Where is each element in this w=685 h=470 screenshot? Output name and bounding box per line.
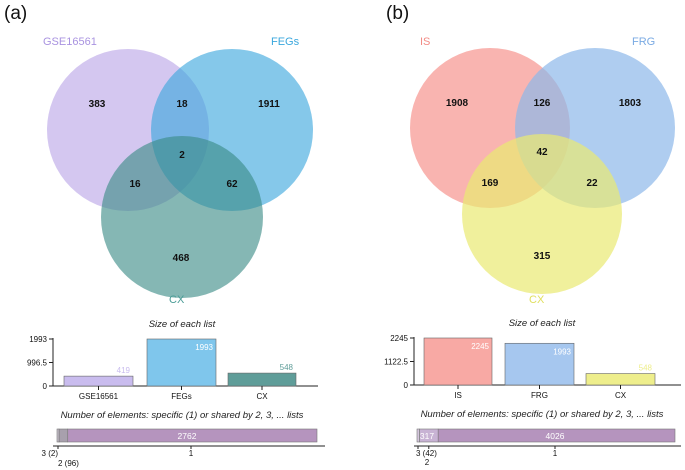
venn-b-region-1-2-3: 42	[536, 147, 548, 158]
size-chart-b-ytick-mid: 1122.5	[384, 358, 408, 367]
venn-a-region-1-2-3: 2	[179, 150, 185, 161]
shared-chart-b-seg-label-3: 1	[553, 449, 558, 458]
size-chart-b-title: Size of each list	[509, 318, 576, 329]
size-chart-b-xtick-3: CX	[615, 391, 627, 400]
size-chart-b-bar-value-1: 2245	[471, 342, 489, 351]
size-chart-a-bar-3	[227, 372, 297, 387]
venn-b-set-label-2: FRG	[632, 36, 655, 48]
shared-chart-a-seg-1	[56, 428, 60, 443]
shared-chart-b-seg-text-2: 317	[420, 431, 434, 441]
venn-b-circle-3	[462, 134, 622, 294]
venn-b-region-only-2: 1803	[619, 98, 642, 109]
shared-chart-a-seg-label-1: 3 (2)	[42, 449, 59, 458]
venn-a-set-label-1: GSE16561	[43, 36, 97, 48]
size-chart-a-ytick-bottom: 0	[43, 382, 48, 391]
shared-chart-b: 317 4026 3 (42) 2 1	[414, 428, 681, 467]
size-chart-b-bar-3	[585, 373, 656, 386]
shared-chart-b-seg-label-2: 2	[425, 458, 430, 467]
size-chart-a-xtick-2: FEGs	[171, 392, 191, 401]
size-chart-a-title: Size of each list	[149, 319, 216, 330]
size-chart-b-ytick-top: 2245	[390, 334, 408, 343]
size-chart-b-bar-1	[423, 337, 493, 386]
venn-b-region-only-3: 315	[534, 251, 551, 262]
size-chart-a-xtick-3: CX	[256, 392, 268, 401]
shared-chart-a-seg-text-3: 2762	[178, 431, 197, 441]
size-chart-a-bar-1	[63, 375, 134, 387]
shared-chart-a-seg-label-2: 2 (96)	[58, 459, 79, 468]
venn-a: GSE16561 FEGs CX 383 1911 468 18 16 62 2	[43, 36, 313, 306]
venn-a-set-label-3: CX	[169, 294, 185, 306]
size-chart-b-bar-value-3: 548	[639, 364, 653, 373]
venn-b-set-label-3: CX	[529, 294, 545, 306]
shared-chart-b-seg-1	[416, 428, 420, 443]
size-chart-b: 2245 1122.5 0 2245 IS 1993 FRG 548 CX	[384, 334, 681, 400]
size-chart-a-bar-2	[146, 338, 217, 387]
shared-chart-b-seg-label-1: 3 (42)	[416, 449, 437, 458]
venn-a-set-label-2: FEGs	[271, 36, 300, 48]
panel-b: (b) IS FRG CX 1908 1803 315 126 169 22 4…	[384, 3, 681, 467]
size-chart-b-ytick-bottom: 0	[404, 381, 409, 390]
venn-b-region-2-3: 22	[586, 178, 598, 189]
venn-a-region-only-2: 1911	[258, 99, 280, 110]
shared-chart-a-seg-2	[58, 428, 69, 443]
size-chart-a-bar-value-2: 1993	[195, 343, 213, 352]
size-chart-a-bar-value-1: 419	[117, 366, 131, 375]
panel-a: (a) GSE16561 FEGs CX 383 1911 468 18 16 …	[4, 3, 325, 468]
size-chart-b-bar-2	[504, 342, 575, 386]
shared-chart-b-seg-text-3: 4026	[546, 431, 565, 441]
venn-b-set-label-1: IS	[420, 36, 430, 48]
panel-a-label: (a)	[4, 3, 27, 24]
size-chart-b-xtick-2: FRG	[531, 391, 548, 400]
venn-a-region-1-3: 16	[129, 179, 141, 190]
venn-b-region-1-2: 126	[534, 98, 551, 109]
size-chart-b-bar-value-2: 1993	[553, 347, 571, 356]
size-chart-b-xtick-1: IS	[454, 391, 462, 400]
shared-chart-a-title: Number of elements: specific (1) or shar…	[61, 410, 304, 421]
size-chart-a-xtick-1: GSE16561	[79, 392, 119, 401]
shared-chart-a-seg-label-3: 1	[189, 449, 194, 458]
size-chart-a: 1993 996.5 0 419 GSE16561 1993 FEGs 548 CX	[27, 335, 318, 401]
shared-chart-a: 2762 3 (2) 2 (96) 1	[42, 428, 325, 468]
venn-a-region-2-3: 62	[226, 179, 238, 190]
panel-b-label: (b)	[386, 3, 409, 24]
size-chart-a-ytick-top: 1993	[29, 335, 47, 344]
size-chart-a-ytick-mid: 996.5	[27, 359, 48, 368]
shared-chart-b-title: Number of elements: specific (1) or shar…	[421, 409, 664, 420]
size-chart-a-bar-value-3: 548	[280, 363, 294, 372]
venn-b-region-only-1: 1908	[446, 98, 469, 109]
venn-a-region-only-3: 468	[173, 253, 190, 264]
venn-a-region-only-1: 383	[89, 99, 106, 110]
venn-b: IS FRG CX 1908 1803 315 126 169 22 42	[410, 36, 675, 306]
venn-a-region-1-2: 18	[176, 99, 188, 110]
venn-a-circle-3	[101, 136, 263, 298]
venn-b-region-1-3: 169	[482, 178, 499, 189]
